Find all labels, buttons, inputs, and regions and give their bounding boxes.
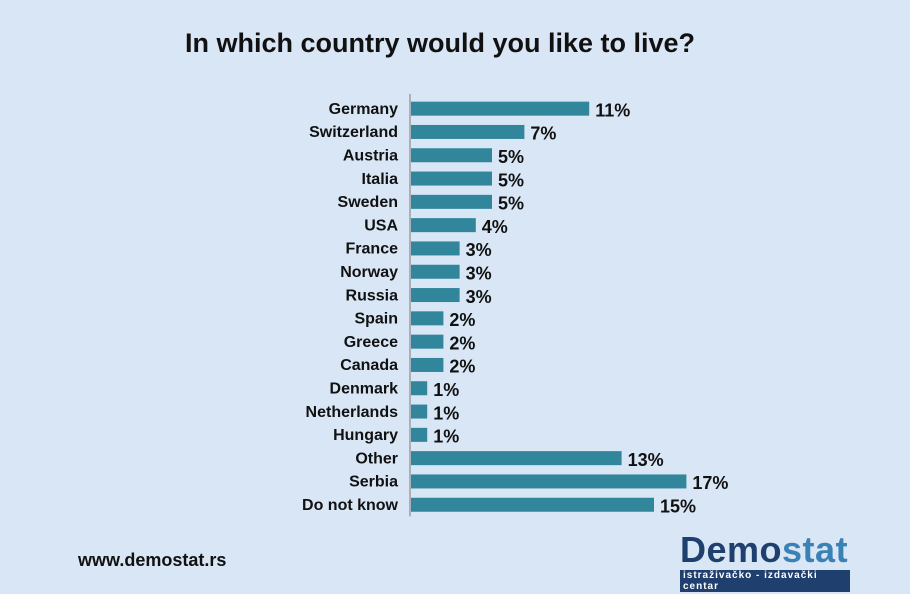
bar xyxy=(411,381,428,396)
bar xyxy=(411,194,492,209)
value-label: 3% xyxy=(466,240,492,260)
bar xyxy=(411,101,590,116)
category-label: Netherlands xyxy=(306,404,399,421)
demostat-logo: Demostat istraživačko - izdavački centar xyxy=(680,532,850,594)
category-label: Canada xyxy=(340,357,398,374)
value-label: 3% xyxy=(466,287,492,307)
category-label: Sweden xyxy=(338,194,398,211)
value-label: 13% xyxy=(628,450,664,470)
category-label: Norway xyxy=(340,264,398,281)
bar xyxy=(411,218,476,233)
value-label: 11% xyxy=(595,100,630,120)
bar xyxy=(411,474,687,489)
value-label: 2% xyxy=(449,333,475,353)
bar xyxy=(411,451,622,466)
bar xyxy=(411,404,428,419)
category-label: Other xyxy=(355,450,398,467)
bar xyxy=(411,171,492,186)
category-label: Serbia xyxy=(349,474,398,491)
category-label: Italia xyxy=(362,171,399,188)
logo-stat-text: stat xyxy=(782,529,849,570)
category-label: Russia xyxy=(346,287,399,304)
bars-layer: Germany 11% Switzerland 7% Austria 5% Italia 5%… xyxy=(302,100,728,516)
category-label: France xyxy=(346,241,399,258)
value-label: 4% xyxy=(482,217,508,237)
category-label: Denmark xyxy=(330,380,399,397)
bar xyxy=(411,427,428,442)
category-label: Do not know xyxy=(302,497,399,514)
bar xyxy=(411,311,444,326)
category-label: Germany xyxy=(329,101,398,118)
value-label: 3% xyxy=(466,264,492,284)
category-label: Hungary xyxy=(333,427,398,444)
bar xyxy=(411,288,460,303)
value-label: 2% xyxy=(449,357,475,377)
value-label: 15% xyxy=(660,497,696,517)
bar xyxy=(411,241,460,256)
value-label: 5% xyxy=(498,170,524,190)
category-label: Switzerland xyxy=(309,124,398,141)
logo-demo-text: Demo xyxy=(680,529,783,570)
bar xyxy=(411,334,444,349)
category-label: USA xyxy=(364,217,398,234)
logo-wordmark: Demostat xyxy=(680,532,850,568)
bar xyxy=(411,497,654,512)
value-label: 5% xyxy=(498,194,524,214)
bar xyxy=(411,124,525,139)
value-label: 2% xyxy=(449,310,475,330)
value-label: 1% xyxy=(433,403,459,423)
logo-subtitle: istraživačko - izdavački centar xyxy=(680,570,850,592)
bar xyxy=(411,148,492,163)
category-label: Spain xyxy=(354,311,398,328)
website-url[interactable]: www.demostat.rs xyxy=(78,550,227,570)
value-label: 7% xyxy=(530,124,556,144)
chart-title: In which country would you like to live? xyxy=(184,28,696,58)
value-label: 5% xyxy=(498,147,524,167)
bar xyxy=(411,264,460,279)
category-label: Austria xyxy=(343,147,398,164)
category-label: Greece xyxy=(344,334,398,351)
value-label: 1% xyxy=(433,380,459,400)
bar xyxy=(411,357,444,372)
value-label: 1% xyxy=(433,427,459,447)
value-label: 17% xyxy=(692,473,728,493)
